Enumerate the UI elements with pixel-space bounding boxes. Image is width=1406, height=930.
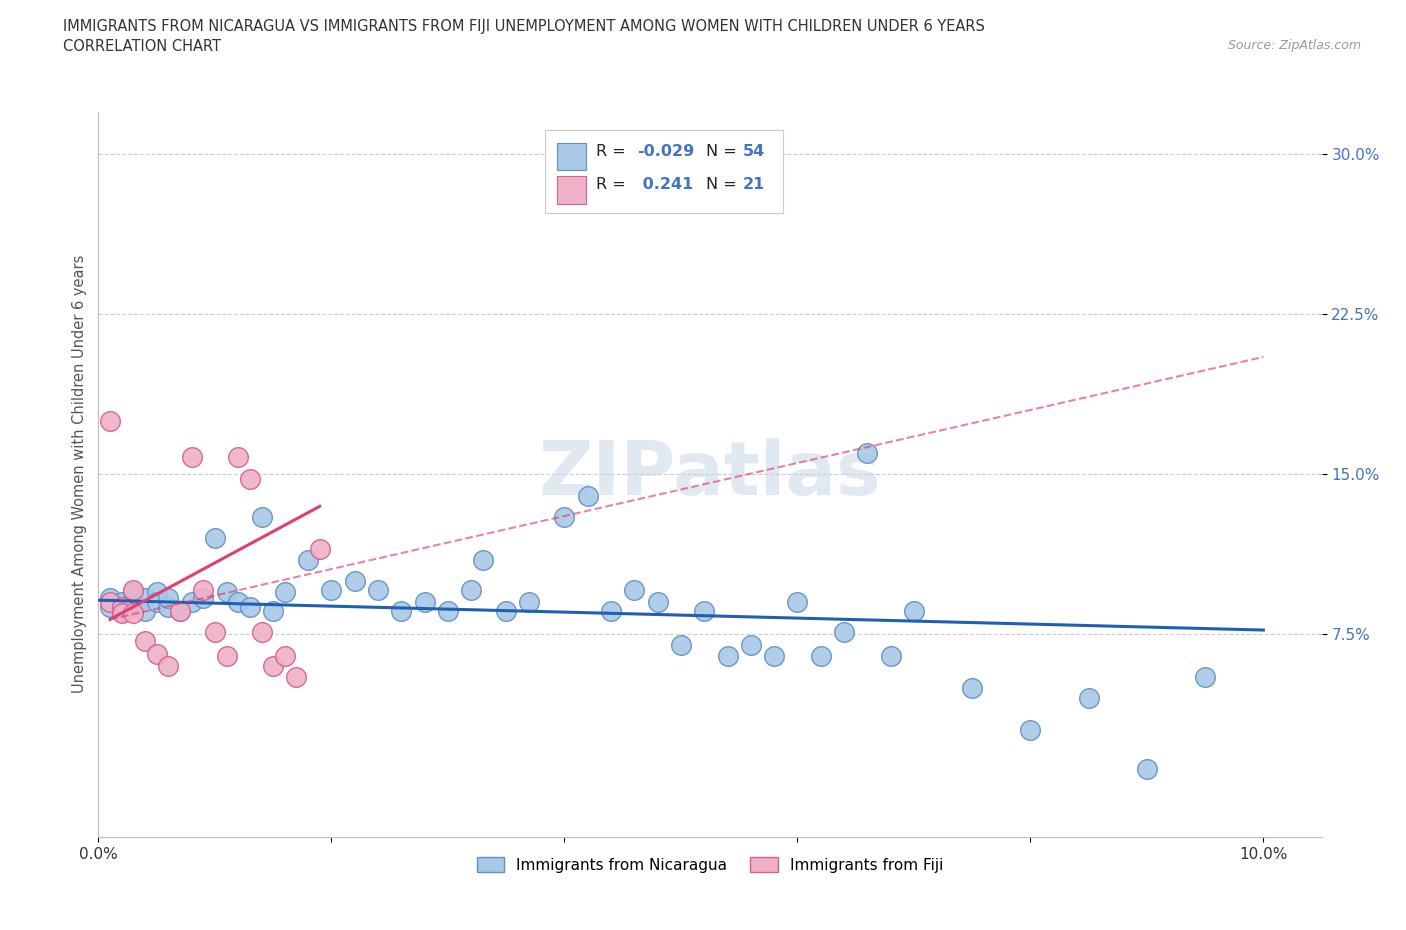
Point: [226, 595, 249, 610]
Point: [693, 604, 716, 618]
Point: [98, 414, 121, 429]
Point: [239, 599, 262, 614]
Text: N =: N =: [706, 143, 742, 158]
Point: [215, 584, 238, 599]
Point: [134, 633, 156, 648]
Point: [111, 604, 134, 618]
Text: IMMIGRANTS FROM NICARAGUA VS IMMIGRANTS FROM FIJI UNEMPLOYMENT AMONG WOMEN WITH : IMMIGRANTS FROM NICARAGUA VS IMMIGRANTS …: [63, 19, 986, 33]
Point: [669, 638, 692, 653]
Point: [437, 604, 460, 618]
Text: Source: ZipAtlas.com: Source: ZipAtlas.com: [1227, 39, 1361, 52]
Point: [262, 658, 284, 673]
Point: [98, 599, 121, 614]
Point: [193, 591, 215, 605]
Point: [134, 604, 156, 618]
Text: 54: 54: [742, 143, 765, 158]
Point: [600, 604, 623, 618]
Point: [960, 680, 983, 695]
Point: [623, 582, 645, 597]
Point: [193, 582, 215, 597]
Point: [250, 510, 273, 525]
Point: [576, 488, 599, 503]
Point: [321, 582, 343, 597]
Point: [1136, 762, 1159, 777]
Point: [716, 648, 738, 663]
Point: [856, 445, 879, 460]
Point: [169, 604, 191, 618]
Point: [471, 552, 494, 567]
Point: [111, 595, 134, 610]
Point: [274, 584, 297, 599]
Point: [763, 648, 786, 663]
Point: [180, 450, 202, 465]
Point: [134, 591, 156, 605]
Text: R =: R =: [596, 143, 631, 158]
Point: [204, 625, 226, 640]
Point: [367, 582, 389, 597]
Text: 0.241: 0.241: [637, 177, 693, 192]
FancyBboxPatch shape: [557, 143, 586, 170]
Point: [122, 582, 145, 597]
Point: [180, 595, 202, 610]
Point: [122, 584, 145, 599]
Text: R =: R =: [596, 177, 631, 192]
Point: [810, 648, 832, 663]
Point: [274, 648, 297, 663]
Point: [98, 595, 121, 610]
Point: [903, 604, 925, 618]
Point: [343, 574, 366, 589]
Text: CORRELATION CHART: CORRELATION CHART: [63, 39, 221, 54]
Point: [262, 604, 284, 618]
Point: [740, 638, 762, 653]
Point: [226, 450, 249, 465]
Point: [98, 591, 121, 605]
Point: [157, 591, 180, 605]
Point: [285, 670, 308, 684]
Point: [389, 604, 412, 618]
Point: [879, 648, 901, 663]
Point: [215, 648, 238, 663]
Point: [460, 582, 482, 597]
Point: [122, 605, 145, 620]
Point: [157, 599, 180, 614]
FancyBboxPatch shape: [557, 176, 586, 204]
Text: N =: N =: [706, 177, 742, 192]
Point: [1194, 670, 1216, 684]
Point: [111, 599, 134, 614]
Point: [250, 625, 273, 640]
Point: [157, 658, 180, 673]
Point: [308, 541, 330, 556]
Point: [1077, 691, 1099, 706]
Legend: Immigrants from Nicaragua, Immigrants from Fiji: Immigrants from Nicaragua, Immigrants fr…: [470, 849, 950, 880]
Point: [111, 605, 134, 620]
FancyBboxPatch shape: [546, 130, 783, 213]
Point: [239, 472, 262, 486]
Y-axis label: Unemployment Among Women with Children Under 6 years: Unemployment Among Women with Children U…: [72, 255, 87, 694]
Point: [1019, 723, 1042, 737]
Text: -0.029: -0.029: [637, 143, 695, 158]
Point: [145, 584, 167, 599]
Point: [553, 510, 575, 525]
Point: [122, 599, 145, 614]
Point: [413, 595, 436, 610]
Point: [647, 595, 669, 610]
Point: [145, 595, 167, 610]
Text: 21: 21: [742, 177, 765, 192]
Point: [786, 595, 808, 610]
Text: ZIPatlas: ZIPatlas: [538, 438, 882, 511]
Point: [495, 604, 517, 618]
Point: [519, 595, 541, 610]
Point: [204, 531, 226, 546]
Point: [832, 625, 855, 640]
Point: [169, 604, 191, 618]
Point: [145, 646, 167, 661]
Point: [297, 552, 319, 567]
